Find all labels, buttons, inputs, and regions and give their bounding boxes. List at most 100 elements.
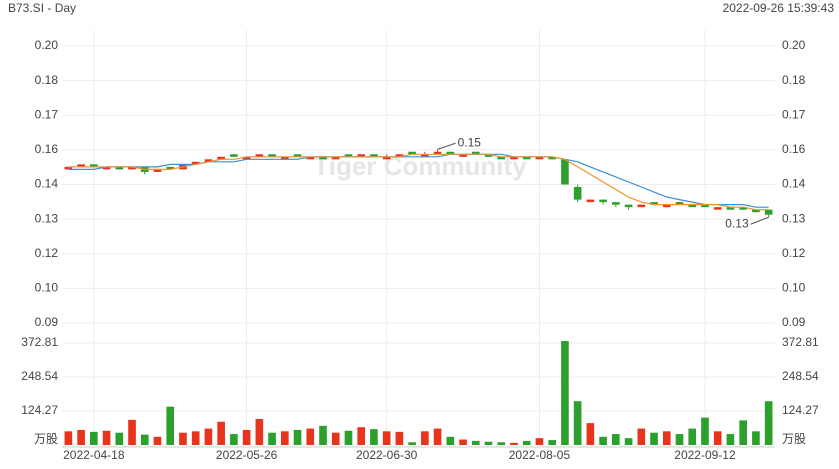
volume-bar	[166, 406, 175, 445]
volume-bar	[612, 434, 620, 445]
volume-bar	[395, 431, 404, 445]
volume-bar	[446, 436, 455, 445]
candle-body	[459, 154, 467, 157]
candle-body	[191, 161, 200, 165]
timestamp: 2022-09-26 15:39:43	[723, 1, 835, 15]
candle-body	[650, 202, 658, 205]
candle-body	[395, 154, 404, 157]
volume-tick-label: 248.54	[21, 369, 58, 383]
volume-bar	[331, 432, 340, 445]
volume-bar	[752, 431, 760, 445]
y-tick-label: 0.20	[782, 38, 806, 52]
candle-body	[128, 166, 136, 170]
volume-bar	[764, 401, 773, 445]
volume-bar	[739, 420, 747, 445]
y-tick-label: 0.20	[35, 38, 59, 52]
candle-body	[115, 166, 124, 170]
volume-bar	[675, 434, 684, 445]
y-tick-label: 0.09	[782, 315, 806, 329]
y-tick-label: 0.10	[35, 281, 59, 295]
volume-bar	[268, 432, 276, 445]
candle-body	[102, 166, 111, 170]
x-tick-label: 2022-08-05	[509, 448, 571, 462]
candle-body	[624, 204, 633, 208]
volume-bar	[64, 431, 73, 445]
candle-body	[293, 154, 302, 157]
candle-body	[268, 154, 276, 157]
volume-bar	[421, 431, 429, 445]
volume-bar	[522, 440, 531, 445]
annotation: 0.15	[458, 135, 482, 149]
volume-bar	[688, 428, 697, 445]
candle-body	[752, 209, 760, 213]
candle-body	[675, 202, 684, 205]
volume-bar	[548, 440, 557, 445]
candle-body	[230, 154, 238, 157]
y-tick-label: 0.18	[35, 73, 59, 87]
candle-body	[573, 187, 582, 200]
candle-body	[764, 209, 773, 215]
volume-tick-label: 124.27	[782, 403, 819, 417]
candle-body	[421, 154, 429, 157]
y-tick-label: 0.12	[782, 246, 806, 260]
candle-body	[548, 156, 557, 160]
candle-body	[370, 154, 378, 157]
y-tick-label: 0.14	[35, 177, 59, 191]
candle-body	[331, 156, 340, 160]
y-tick-label: 0.14	[782, 177, 806, 191]
candle-body	[535, 156, 544, 160]
candle-body	[599, 199, 607, 203]
y-tick-label: 0.12	[35, 246, 59, 260]
annotation-leader	[437, 142, 456, 150]
volume-tick-label: 124.27	[21, 403, 58, 417]
y-tick-label: 0.16	[782, 142, 806, 156]
volume-bar	[153, 436, 162, 445]
candle-body	[726, 207, 735, 210]
volume-bar	[459, 439, 467, 445]
volume-bar	[382, 431, 391, 445]
volume-bar	[77, 429, 85, 445]
candle-body	[204, 159, 213, 162]
volume-bar	[497, 442, 506, 445]
y-tick-label: 0.13	[782, 211, 806, 225]
volume-bar	[662, 431, 671, 445]
volume-unit: 万股	[34, 432, 58, 446]
candle-body	[217, 156, 225, 160]
candle-body	[497, 156, 506, 160]
volume-bar	[408, 442, 416, 445]
volume-bar	[561, 341, 569, 445]
candle-body	[484, 154, 493, 157]
volume-bar	[510, 442, 518, 445]
y-tick-label: 0.17	[35, 107, 59, 121]
candle-body	[242, 156, 251, 160]
candle-body	[166, 166, 175, 170]
y-tick-label: 0.13	[35, 211, 59, 225]
volume-bar	[242, 429, 251, 445]
volume-bar	[535, 438, 544, 445]
volume-tick-label: 372.81	[21, 335, 58, 349]
candle-body	[688, 204, 697, 208]
candle-body	[561, 159, 569, 185]
candle-body	[522, 156, 531, 160]
volume-tick-label: 248.54	[782, 369, 819, 383]
candle-body	[153, 169, 162, 172]
y-tick-label: 0.17	[782, 107, 806, 121]
volume-bar	[191, 431, 200, 445]
volume-bar	[280, 431, 289, 445]
y-tick-label: 0.09	[35, 315, 59, 329]
volume-bar	[650, 432, 658, 445]
volume-bar	[433, 428, 442, 445]
volume-bar	[217, 421, 225, 445]
candle-body	[382, 156, 391, 160]
volume-bar	[713, 431, 722, 445]
volume-unit: 万股	[782, 432, 806, 446]
volume-bar	[726, 434, 735, 445]
x-tick-label: 2022-06-30	[356, 448, 418, 462]
candle-body	[510, 156, 518, 160]
volume-bar	[624, 438, 633, 445]
candle-body	[446, 151, 455, 155]
volume-bar	[586, 423, 595, 445]
candle-body	[408, 151, 416, 155]
candle-body	[357, 154, 366, 157]
